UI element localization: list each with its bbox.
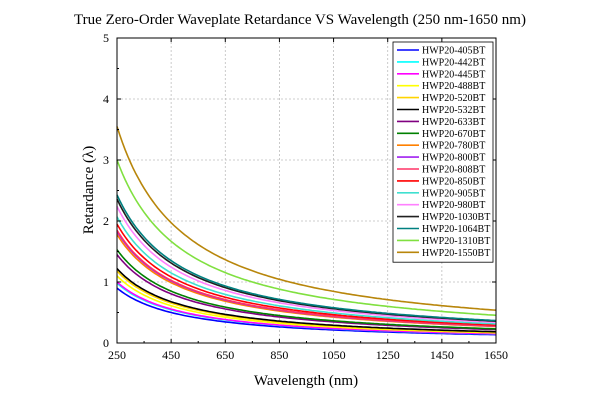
x-tick-label: 450: [162, 348, 180, 362]
y-tick-label: 4: [103, 92, 109, 106]
y-tick-label: 2: [103, 214, 109, 228]
series-layer: [116, 126, 497, 336]
axes-layer: 250 450 650 850 1050 1250 1450 1650 0 1 2 3 4 5: [103, 31, 508, 362]
legend-label: HWP20-488BT: [422, 81, 485, 92]
series-line-HWP20-808BT: [116, 229, 497, 327]
series-line-HWP20-488BT: [116, 275, 496, 334]
legend-label: HWP20-850BT: [422, 176, 485, 187]
legend-label: HWP20-1310BT: [422, 236, 490, 247]
legend-label: HWP20-633BT: [422, 117, 485, 128]
series-line-HWP20-1310BT: [116, 159, 497, 317]
legend-label: HWP20-532BT: [422, 105, 485, 116]
x-axis-label: Wavelength (nm): [254, 373, 358, 389]
series-line-HWP20-405BT: [116, 287, 497, 336]
x-tick-label: 650: [216, 348, 234, 362]
y-tick-label: 3: [103, 153, 109, 167]
legend-box: [392, 41, 494, 263]
series-line-HWP20-532BT: [116, 268, 496, 333]
legend-label: HWP20-442BT: [422, 57, 485, 68]
series-line-HWP20-1064BT: [116, 194, 497, 322]
legend-label: HWP20-780BT: [422, 141, 485, 152]
series-line-HWP20-980BT: [116, 206, 497, 324]
x-tick-label: 1050: [322, 348, 346, 362]
x-tick-label: 1250: [376, 348, 400, 362]
y-tick-label: 0: [103, 336, 109, 350]
legend-label: HWP20-980BT: [422, 200, 485, 211]
legend-label: HWP20-1064BT: [422, 224, 490, 235]
series-line-HWP20-850BT: [116, 223, 497, 326]
legend-label: HWP20-445BT: [422, 69, 485, 80]
series-line-HWP20-670BT: [116, 249, 497, 330]
legend-label: HWP20-520BT: [422, 93, 485, 104]
chart-title: True Zero-Order Waveplate Retardance VS …: [74, 12, 526, 28]
series-line-HWP20-905BT: [116, 216, 497, 325]
legend-label: HWP20-1550BT: [422, 248, 490, 259]
legend-label: HWP20-800BT: [422, 153, 485, 164]
y-axis-label: Retardance (λ): [81, 146, 97, 234]
y-tick-label: 1: [103, 275, 109, 289]
legend-label: HWP20-905BT: [422, 188, 485, 199]
x-tick-label: 850: [270, 348, 288, 362]
legend-label: HWP20-1030BT: [422, 212, 490, 223]
x-tick-label: 1450: [430, 348, 454, 362]
x-tick-label: 1650: [484, 348, 508, 362]
legend-label: HWP20-808BT: [422, 165, 485, 176]
legend-label: HWP20-405BT: [422, 46, 485, 57]
y-tick-label: 5: [103, 31, 109, 45]
series-line-HWP20-445BT: [116, 281, 497, 335]
x-tick-label: 250: [108, 348, 126, 362]
series-line-HWP20-1550BT: [116, 126, 497, 311]
legend: HWP20-405BTHWP20-442BTHWP20-445BTHWP20-4…: [392, 41, 494, 263]
legend-label: HWP20-670BT: [422, 129, 485, 140]
